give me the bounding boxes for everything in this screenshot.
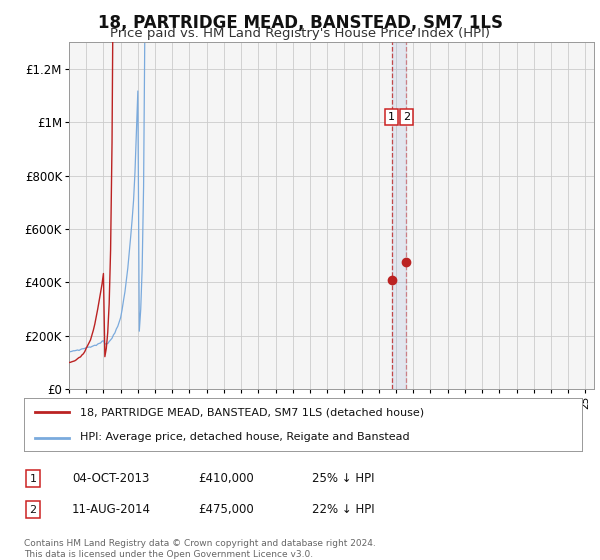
Text: This data is licensed under the Open Government Licence v3.0.: This data is licensed under the Open Gov…: [24, 550, 313, 559]
Text: 04-OCT-2013: 04-OCT-2013: [72, 472, 149, 486]
Text: 2: 2: [403, 112, 410, 122]
Text: 22% ↓ HPI: 22% ↓ HPI: [312, 503, 374, 516]
Text: £475,000: £475,000: [198, 503, 254, 516]
Text: 2: 2: [29, 505, 37, 515]
Text: £410,000: £410,000: [198, 472, 254, 486]
Text: 18, PARTRIDGE MEAD, BANSTEAD, SM7 1LS: 18, PARTRIDGE MEAD, BANSTEAD, SM7 1LS: [97, 14, 503, 32]
Text: 11-AUG-2014: 11-AUG-2014: [72, 503, 151, 516]
Text: 1: 1: [388, 112, 395, 122]
Text: HPI: Average price, detached house, Reigate and Banstead: HPI: Average price, detached house, Reig…: [80, 432, 409, 442]
Text: 25% ↓ HPI: 25% ↓ HPI: [312, 472, 374, 486]
Text: Price paid vs. HM Land Registry's House Price Index (HPI): Price paid vs. HM Land Registry's House …: [110, 27, 490, 40]
Text: 18, PARTRIDGE MEAD, BANSTEAD, SM7 1LS (detached house): 18, PARTRIDGE MEAD, BANSTEAD, SM7 1LS (d…: [80, 408, 424, 418]
Text: Contains HM Land Registry data © Crown copyright and database right 2024.: Contains HM Land Registry data © Crown c…: [24, 539, 376, 548]
Text: 1: 1: [29, 474, 37, 484]
Bar: [392, 42, 406, 389]
